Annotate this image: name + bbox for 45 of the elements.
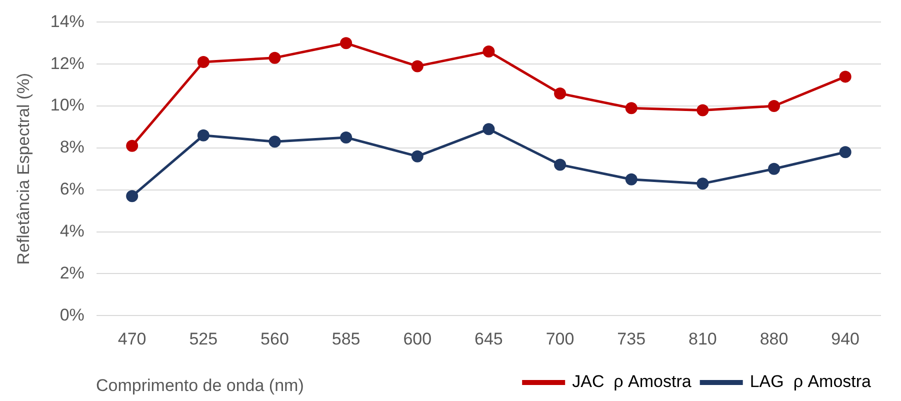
point [340, 37, 352, 50]
x-tick-label: 735 [617, 329, 646, 348]
y-axis-title: Refletância Espectral (%) [14, 72, 33, 265]
x-tick-label: 470 [118, 329, 146, 348]
point [768, 162, 780, 175]
y-tick-label: 6% [60, 180, 84, 199]
x-tick-label: 880 [760, 329, 788, 348]
x-tick-label: 600 [403, 329, 432, 348]
point [126, 190, 138, 202]
point [768, 100, 780, 112]
point [482, 46, 495, 58]
point [839, 70, 852, 83]
point [554, 87, 566, 100]
point [411, 60, 424, 72]
point [268, 136, 281, 148]
legend-label: JAC ρ Amostra [572, 372, 692, 392]
y-tick-label: 2% [60, 263, 84, 282]
y-tick-label: 0% [60, 305, 84, 324]
y-tick-label: 8% [60, 138, 84, 157]
x-tick-label: 645 [474, 329, 503, 348]
y-tick-label: 4% [60, 221, 84, 240]
point [554, 158, 566, 171]
point [411, 150, 424, 162]
point [197, 56, 210, 68]
point [340, 131, 352, 144]
point [696, 104, 709, 116]
point [268, 52, 281, 64]
x-tick-label: 525 [189, 329, 218, 348]
x-tick-label: 560 [260, 329, 289, 348]
point [482, 123, 495, 136]
y-tick-label: 12% [50, 54, 84, 73]
x-tick-label: 940 [831, 329, 860, 348]
legend-label: LAG ρ Amostra [750, 372, 872, 392]
point [625, 173, 638, 186]
x-axis-title: Comprimento de onda (nm) [96, 376, 304, 396]
point [625, 102, 638, 114]
point [696, 178, 709, 190]
y-tick-label: 14% [50, 12, 84, 31]
x-tick-label: 585 [332, 329, 360, 348]
point [126, 140, 138, 152]
point [197, 129, 210, 142]
x-tick-label: 700 [546, 329, 574, 348]
point [839, 146, 852, 158]
x-tick-label: 810 [688, 329, 717, 348]
y-tick-label: 10% [50, 96, 84, 115]
